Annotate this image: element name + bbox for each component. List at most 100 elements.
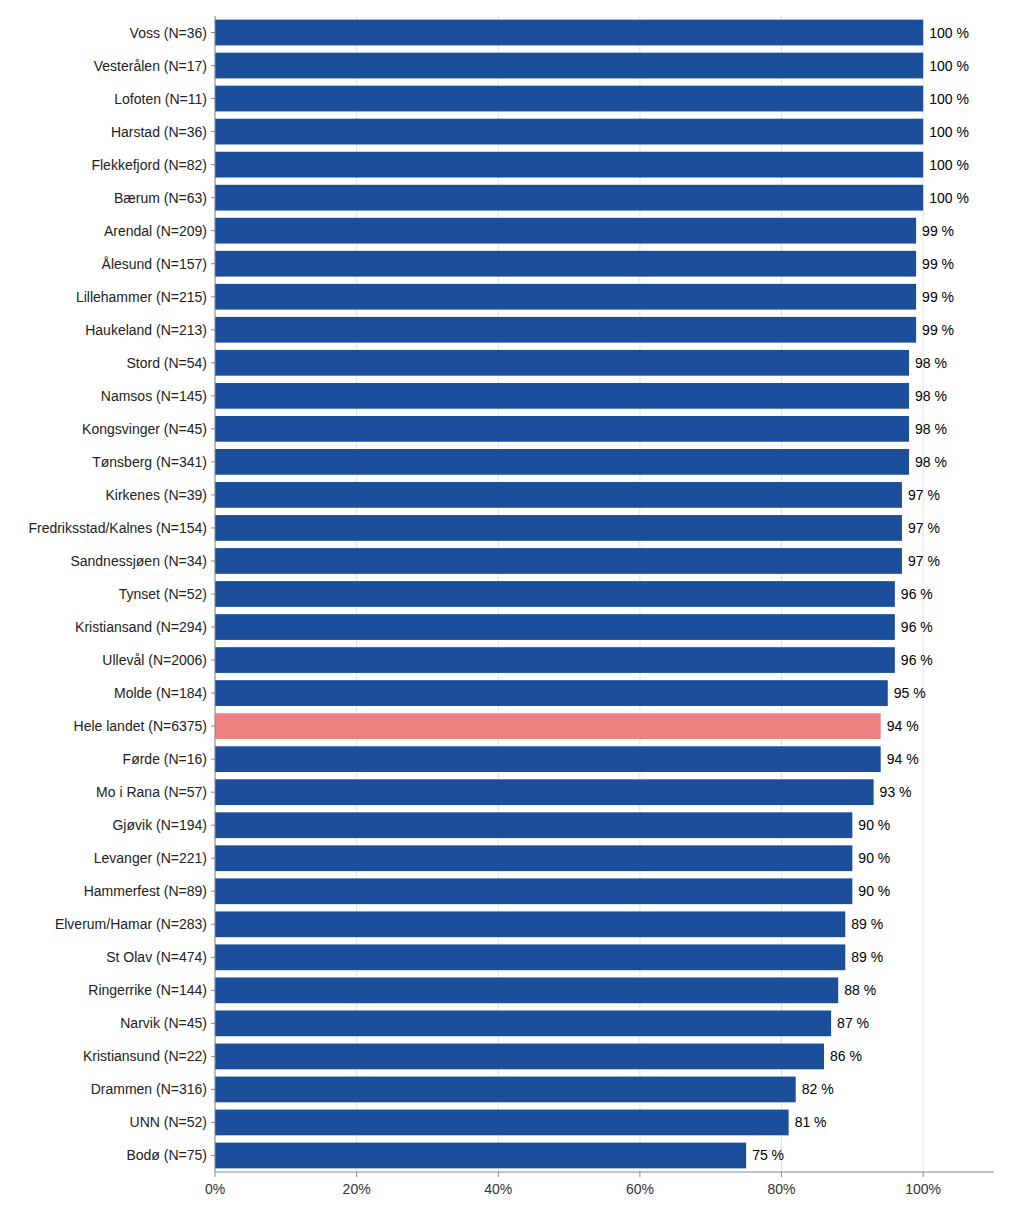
y-tick [211, 560, 215, 561]
value-label: 97 % [908, 520, 940, 536]
category-label: Lillehammer (N=215) [76, 289, 207, 305]
category-label: Bærum (N=63) [114, 190, 207, 206]
x-tick [781, 1172, 782, 1177]
bar [215, 1143, 746, 1169]
y-tick [211, 627, 215, 628]
y-tick [211, 1122, 215, 1123]
value-label: 93 % [880, 784, 912, 800]
category-label: Kristiansand (N=294) [75, 619, 207, 635]
category-label: Namsos (N=145) [101, 388, 207, 404]
value-label: 95 % [894, 685, 926, 701]
category-label: UNN (N=52) [130, 1114, 207, 1130]
y-tick [211, 428, 215, 429]
value-label: 99 % [922, 289, 954, 305]
data-labels: 100 %100 %100 %100 %100 %100 %99 %99 %99… [752, 25, 969, 1164]
value-label: 98 % [915, 388, 947, 404]
category-label: Stord (N=54) [126, 355, 207, 371]
value-label: 82 % [802, 1081, 834, 1097]
category-label: Hele landet (N=6375) [74, 718, 207, 734]
bar [215, 845, 852, 871]
value-label: 90 % [858, 817, 890, 833]
bar [215, 1010, 831, 1036]
bar [215, 53, 923, 79]
y-tick [211, 759, 215, 760]
category-label: Gjøvik (N=194) [112, 817, 207, 833]
y-tick [211, 362, 215, 363]
chart: 0%20%40%60%80%100%Voss (N=36)Vesterålen … [0, 0, 1024, 1216]
y-tick [211, 296, 215, 297]
value-label: 100 % [929, 124, 969, 140]
category-label: Ullevål (N=2006) [102, 652, 207, 668]
bar [215, 383, 909, 409]
value-label: 94 % [887, 751, 919, 767]
x-tick-label: 20% [343, 1181, 371, 1197]
bar [215, 812, 852, 838]
bar [215, 746, 881, 772]
x-tick [498, 1172, 499, 1177]
value-label: 100 % [929, 58, 969, 74]
y-tick [211, 494, 215, 495]
value-label: 90 % [858, 850, 890, 866]
value-label: 94 % [887, 718, 919, 734]
x-tick [923, 1172, 924, 1177]
value-label: 86 % [830, 1048, 862, 1064]
category-label: St Olav (N=474) [106, 949, 207, 965]
bar [215, 317, 916, 343]
value-label: 89 % [851, 916, 883, 932]
y-tick [211, 395, 215, 396]
value-label: 96 % [901, 586, 933, 602]
value-label: 87 % [837, 1015, 869, 1031]
category-label: Molde (N=184) [114, 685, 207, 701]
value-label: 75 % [752, 1147, 784, 1163]
bar [215, 20, 923, 46]
category-label: Levanger (N=221) [94, 850, 207, 866]
y-tick [211, 32, 215, 33]
y-tick [211, 329, 215, 330]
x-tick-label: 0% [205, 1181, 225, 1197]
bar [215, 779, 874, 805]
value-label: 97 % [908, 553, 940, 569]
value-label: 100 % [929, 25, 969, 41]
bar [215, 647, 895, 673]
y-tick [211, 1023, 215, 1024]
value-label: 99 % [922, 322, 954, 338]
x-tick [356, 1172, 357, 1177]
category-label: Hammerfest (N=89) [84, 883, 207, 899]
bar [215, 1044, 824, 1070]
y-tick [211, 164, 215, 165]
category-label: Arendal (N=209) [104, 223, 207, 239]
category-label: Lofoten (N=11) [114, 91, 207, 107]
category-label: Voss (N=36) [130, 25, 207, 41]
bar [215, 548, 902, 574]
bar [215, 515, 902, 541]
value-label: 98 % [915, 355, 947, 371]
bar [215, 86, 923, 112]
bar [215, 1077, 796, 1103]
y-tick [211, 957, 215, 958]
value-label: 100 % [929, 190, 969, 206]
bar [215, 218, 916, 244]
category-label: Kirkenes (N=39) [105, 487, 207, 503]
bar [215, 482, 902, 508]
y-tick [211, 1089, 215, 1090]
y-tick [211, 230, 215, 231]
category-label: Førde (N=16) [123, 751, 207, 767]
value-label: 96 % [901, 652, 933, 668]
value-label: 90 % [858, 883, 890, 899]
value-label: 97 % [908, 487, 940, 503]
bar [215, 614, 895, 640]
value-label: 96 % [901, 619, 933, 635]
category-label: Drammen (N=316) [91, 1081, 207, 1097]
bar [215, 185, 923, 211]
value-label: 100 % [929, 91, 969, 107]
bar [215, 119, 923, 145]
y-tick [211, 990, 215, 991]
bar [215, 284, 916, 310]
x-tick-label: 60% [626, 1181, 654, 1197]
axes: 0%20%40%60%80%100%Voss (N=36)Vesterålen … [28, 16, 994, 1197]
value-label: 81 % [795, 1114, 827, 1130]
category-label: Harstad (N=36) [111, 124, 207, 140]
category-label: Narvik (N=45) [120, 1015, 207, 1031]
y-tick [211, 594, 215, 595]
category-label: Elverum/Hamar (N=283) [55, 916, 207, 932]
